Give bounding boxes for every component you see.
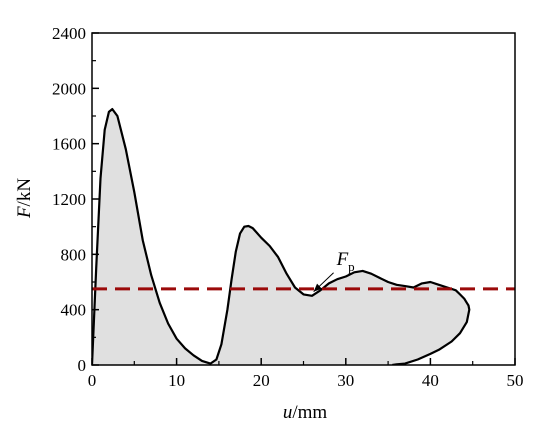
y-tick-label: 0 [78, 356, 87, 375]
annotation-fp-var: F [336, 249, 349, 270]
annotation-fp-sub: p [348, 259, 355, 274]
curve-fill-area [92, 109, 470, 365]
force-curve-line [92, 108, 471, 365]
annotation-arrow-head [313, 283, 322, 292]
y-axis-unit: /kN [14, 178, 35, 207]
y-axis-var: F [14, 206, 35, 219]
ticks-layer: 0 10 20 30 40 50 0 400 800 1200 1600 2000 2400 [52, 24, 524, 390]
y-tick-label: 800 [61, 245, 87, 264]
annotation-fp: Fp [336, 249, 355, 274]
x-axis-var: u [283, 402, 293, 423]
y-tick-label: 1200 [52, 190, 86, 209]
y-tick-label: 1600 [52, 135, 86, 154]
x-tick-label: 0 [88, 371, 97, 390]
y-tick-label: 2000 [52, 79, 86, 98]
y-axis-label: F/kN [14, 178, 35, 219]
x-axis-unit: /mm [292, 402, 327, 423]
x-tick-label: 10 [168, 371, 185, 390]
x-tick-label: 40 [422, 371, 439, 390]
x-tick-label: 30 [337, 371, 354, 390]
x-tick-label: 50 [507, 371, 524, 390]
y-tick-label: 2400 [52, 24, 86, 43]
plot-layer [92, 108, 515, 365]
x-axis-label: u/mm [283, 402, 328, 423]
x-tick-label: 20 [253, 371, 270, 390]
y-tick-label: 400 [61, 301, 87, 320]
